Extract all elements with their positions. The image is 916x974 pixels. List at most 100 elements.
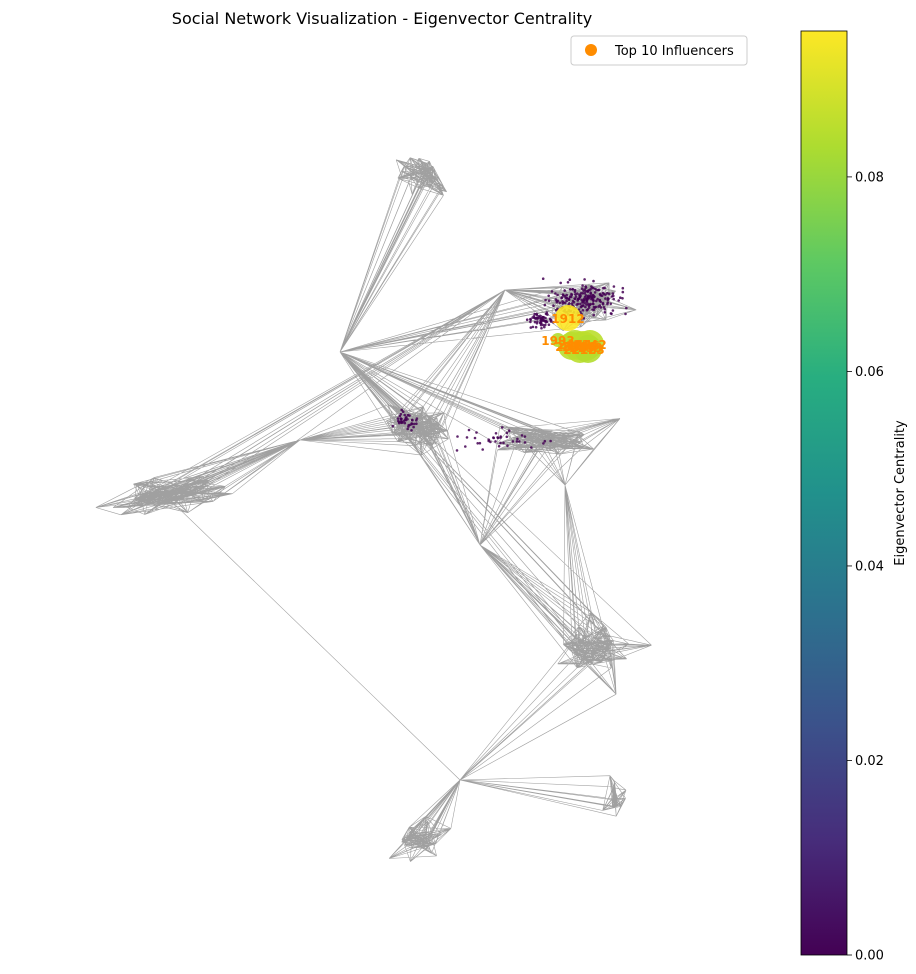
node xyxy=(410,422,414,425)
node xyxy=(412,425,415,429)
node xyxy=(530,446,533,449)
node xyxy=(603,311,607,314)
node xyxy=(537,316,541,320)
node xyxy=(540,317,544,321)
node xyxy=(595,299,598,303)
node xyxy=(547,294,550,298)
node xyxy=(563,289,566,292)
colorbar-tick-label: 0.04 xyxy=(855,559,884,574)
node xyxy=(585,298,589,302)
node xyxy=(611,292,615,295)
node xyxy=(606,291,609,295)
node xyxy=(525,318,529,322)
node xyxy=(621,297,624,300)
node xyxy=(545,320,549,324)
node xyxy=(415,422,418,426)
node xyxy=(408,414,411,417)
node xyxy=(407,425,410,428)
node xyxy=(606,301,610,304)
node xyxy=(497,444,501,448)
legend-marker xyxy=(585,44,597,56)
node xyxy=(556,293,559,297)
node xyxy=(552,304,555,308)
node xyxy=(550,290,554,293)
colorbar-tick-label: 0.06 xyxy=(855,365,884,380)
colorbar-tick-label: 0.08 xyxy=(855,170,884,185)
node xyxy=(515,440,519,443)
node xyxy=(415,419,418,422)
node xyxy=(617,299,620,302)
node xyxy=(625,306,628,310)
node xyxy=(581,309,585,312)
node xyxy=(589,302,592,306)
node xyxy=(612,297,615,301)
node xyxy=(579,305,583,309)
node xyxy=(518,440,521,443)
node xyxy=(593,295,596,298)
node xyxy=(533,317,537,320)
node xyxy=(507,429,511,433)
node xyxy=(565,299,568,303)
node xyxy=(399,412,403,416)
node xyxy=(548,317,552,321)
node xyxy=(570,302,574,305)
node xyxy=(558,301,562,305)
node xyxy=(543,325,546,329)
node xyxy=(601,291,605,295)
node xyxy=(399,417,403,421)
node xyxy=(576,292,579,295)
top-node-label: 2142 xyxy=(573,338,606,352)
node xyxy=(542,316,546,319)
node xyxy=(523,435,527,438)
node xyxy=(592,313,595,317)
top-node-label: 2266 xyxy=(566,339,599,353)
node xyxy=(560,296,563,300)
node xyxy=(570,292,573,296)
node xyxy=(401,410,405,414)
node xyxy=(609,302,612,306)
node xyxy=(405,416,408,419)
node xyxy=(542,442,545,445)
node xyxy=(412,422,416,426)
node xyxy=(585,300,589,304)
node xyxy=(579,302,582,306)
node xyxy=(587,289,590,293)
top-node-label: 2123 xyxy=(571,343,604,357)
node xyxy=(591,308,594,311)
node xyxy=(391,424,395,428)
node xyxy=(566,281,570,284)
node xyxy=(464,445,467,448)
node xyxy=(499,435,503,438)
node xyxy=(529,320,532,324)
node xyxy=(559,281,562,285)
node xyxy=(612,285,616,288)
node xyxy=(573,297,577,301)
node xyxy=(544,298,547,302)
node xyxy=(529,317,532,321)
top-node-label: 2218 xyxy=(563,343,596,357)
node xyxy=(544,323,547,327)
edge-paths xyxy=(95,157,652,862)
node xyxy=(587,304,591,307)
node xyxy=(554,308,558,312)
node xyxy=(562,301,566,304)
colorbar-tick-label: 0.00 xyxy=(855,949,884,964)
node xyxy=(598,304,602,307)
node xyxy=(586,308,589,311)
top-node-label: 2078 xyxy=(555,340,588,354)
node xyxy=(500,426,504,429)
node xyxy=(541,277,545,281)
node xyxy=(400,421,403,425)
network-edges xyxy=(95,157,652,862)
node xyxy=(506,444,509,448)
node xyxy=(456,435,459,438)
node xyxy=(624,312,627,316)
node xyxy=(455,449,459,452)
node xyxy=(599,294,603,297)
node xyxy=(547,323,551,327)
colorbar-label: Eigenvector Centrality xyxy=(893,420,908,566)
node xyxy=(397,420,401,424)
node xyxy=(396,417,400,420)
